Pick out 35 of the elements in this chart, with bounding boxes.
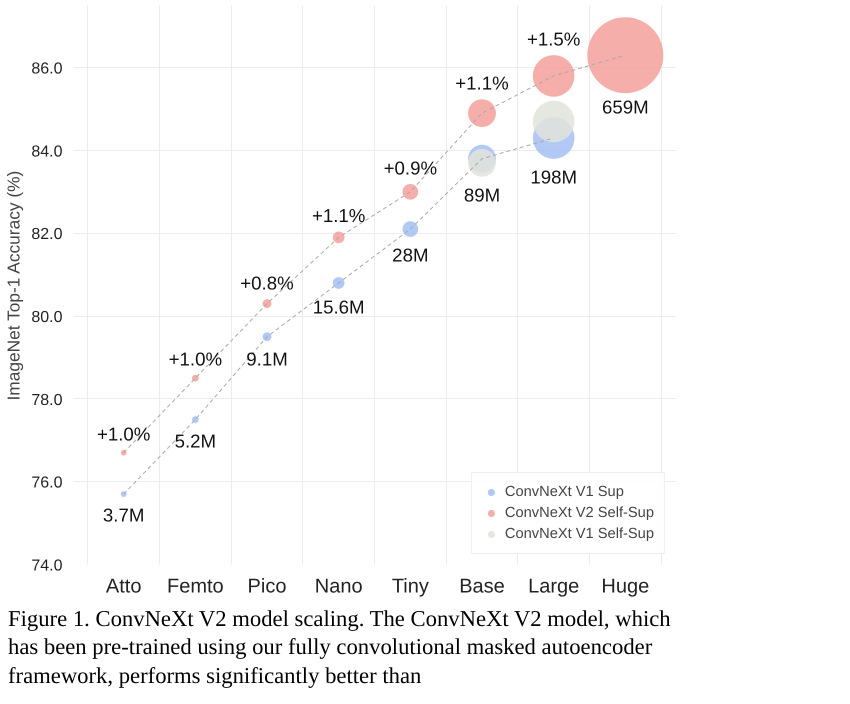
annotation: 28M	[392, 244, 428, 266]
y-tick-label: 84.0	[31, 143, 63, 160]
x-tick-label: Base	[459, 576, 505, 598]
annotation: 198M	[530, 166, 578, 188]
x-tick-label: Large	[528, 576, 580, 598]
x-tick-label: Nano	[314, 576, 363, 598]
y-tick-label: 78.0	[31, 392, 63, 409]
y-tick-label: 74.0	[31, 558, 63, 574]
y-tick-label: 82.0	[31, 226, 63, 244]
x-tick-label: Atto	[106, 576, 142, 598]
annotation: +1.0%	[168, 348, 222, 370]
x-tick-label: Huge	[601, 576, 650, 598]
annotation: 15.6M	[312, 296, 365, 318]
x-tick-label: Pico	[248, 576, 286, 598]
annotation: +0.8%	[240, 272, 294, 294]
caption: Figure 1. ConvNeXt V2 model scaling. The ConvNeXt V2 model, which has been pre-trained using our fully convolutional masked autoencoder framework, performs significantly better than	[8, 605, 672, 690]
legend-label: ConvNeXt V1 Self-Sup	[504, 526, 654, 542]
x-tick-label: Tiny	[392, 576, 429, 598]
y-tick-label: 76.0	[31, 474, 63, 492]
annotation: 89M	[464, 184, 500, 206]
legend-label: ConvNeXt V1 Sup	[504, 484, 624, 500]
annotation: 3.7M	[102, 504, 144, 526]
annotation: 5.2M	[174, 430, 216, 452]
annotation: +1.1%	[455, 72, 509, 94]
y-tick-label: 80.0	[31, 309, 63, 326]
annotation: +1.5%	[526, 28, 580, 50]
y-tick-label: 86.0	[31, 60, 63, 78]
y-axis-title: ImageNet Top-1 Accuracy (%)	[3, 170, 24, 401]
x-tick-label: Femto	[166, 576, 224, 598]
annotation: +1.0%	[96, 423, 150, 444]
annotation: 659M	[602, 96, 649, 118]
legend-label: ConvNeXt V2 Self-Sup	[504, 505, 654, 521]
annotation: 9.1M	[246, 348, 288, 370]
annotation: +1.1%	[312, 205, 366, 226]
annotation: +0.9%	[384, 158, 438, 178]
